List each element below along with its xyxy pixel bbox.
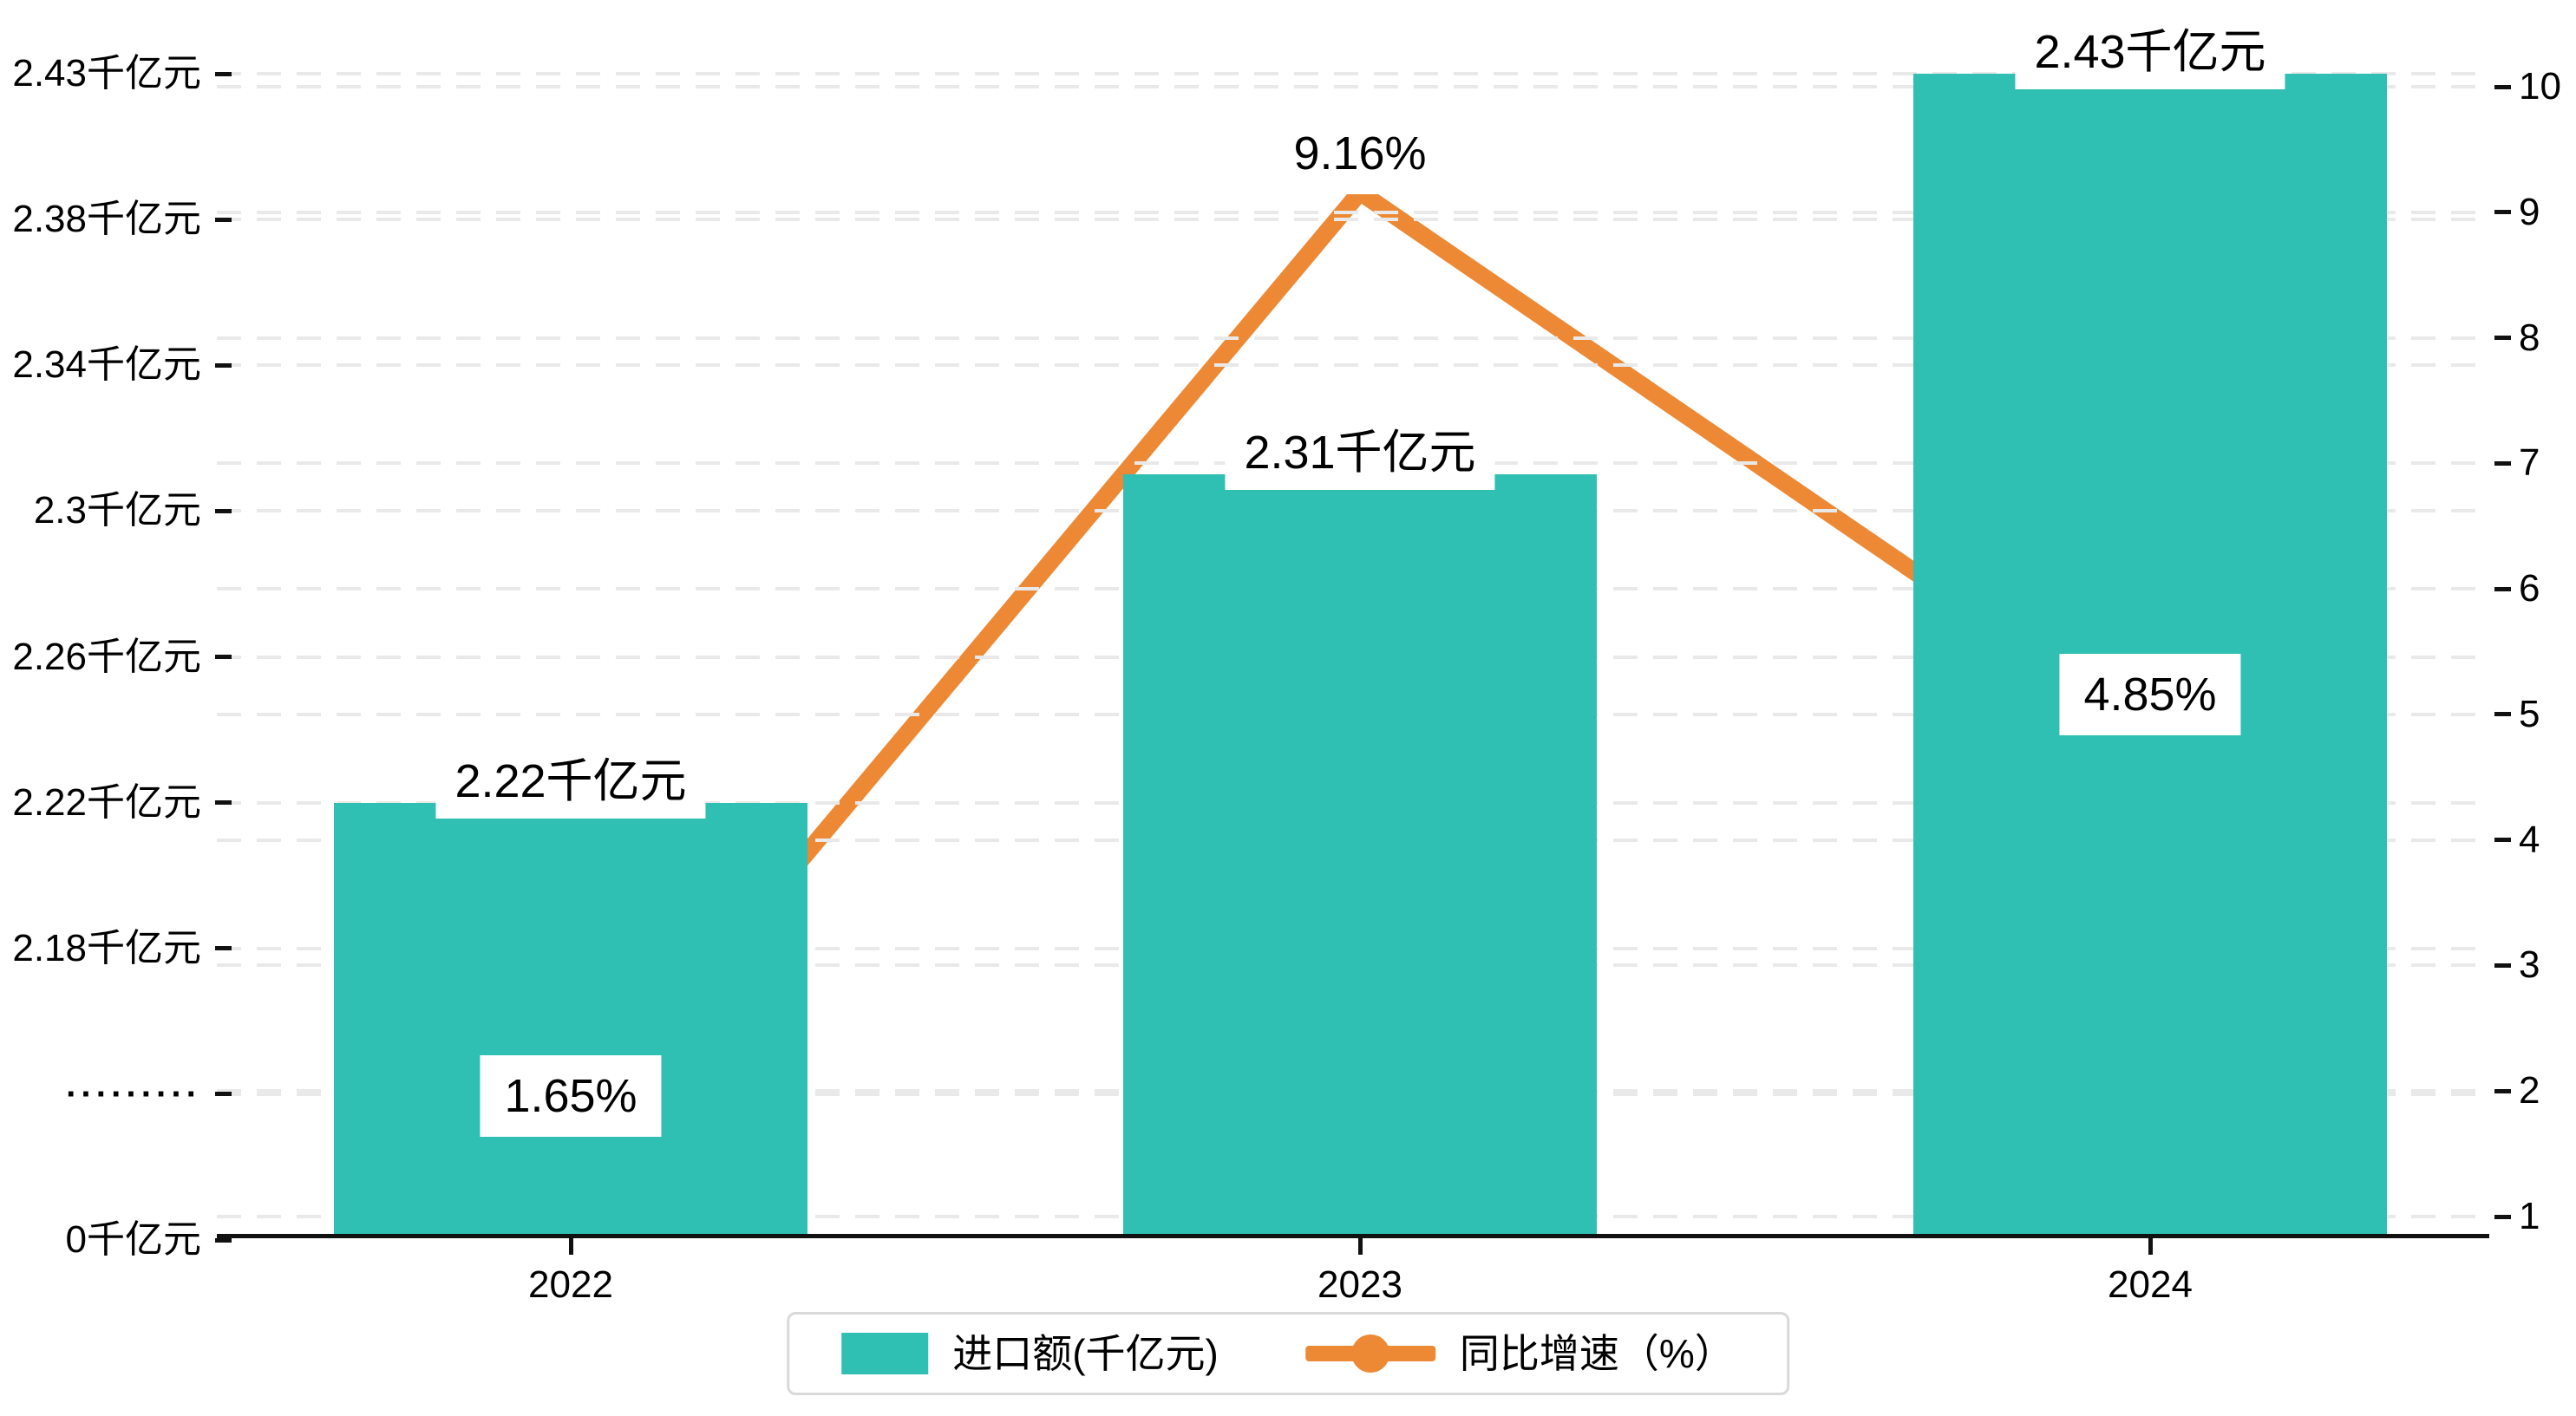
right-axis-tick-label-6: 4: [2519, 818, 2540, 861]
right-axis-tick-label-7: 3: [2519, 943, 2540, 987]
right-axis-tick-label-2: 8: [2519, 316, 2540, 359]
legend-label: 进口额(千亿元): [952, 1331, 1219, 1376]
left-axis-tick-label-0: 2.43千亿元: [12, 52, 201, 95]
right-axis-tick-label-4: 6: [2519, 567, 2540, 610]
right-axis-tick-3: [2494, 460, 2511, 466]
left-axis-tick-5: [215, 800, 232, 806]
right-axis-tick-8: [2494, 1088, 2511, 1093]
legend-item-imports[interactable]: 进口额(千亿元): [841, 1333, 1219, 1374]
x-axis-label-2024: 2024: [2108, 1263, 2193, 1306]
right-axis-tick-1: [2494, 210, 2511, 215]
growth-label-2023: 9.16%: [1269, 112, 1451, 194]
left-axis-tick-label-7: ·········: [66, 1074, 201, 1113]
right-axis-tick-label-1: 9: [2519, 190, 2540, 233]
gridline-right-1: [217, 210, 2489, 214]
right-axis-tick-label-8: 2: [2519, 1069, 2540, 1113]
right-axis-tick-label-0: 10: [2519, 65, 2561, 108]
left-axis-tick-label-3: 2.3千亿元: [33, 489, 201, 532]
x-axis-label-2022: 2022: [528, 1263, 613, 1306]
right-axis-tick-label-5: 5: [2519, 692, 2540, 735]
left-axis-tick-label-6: 2.18千亿元: [12, 926, 201, 969]
right-axis-tick-6: [2494, 838, 2511, 843]
gridline-left-0: [217, 72, 2489, 75]
gridline-right-2: [217, 336, 2489, 340]
right-axis-tick-9: [2494, 1214, 2511, 1219]
left-axis-tick-4: [215, 655, 232, 659]
x-tick-2023: [1358, 1236, 1363, 1255]
right-axis-tick-5: [2494, 712, 2511, 717]
right-axis-tick-0: [2494, 84, 2511, 89]
right-axis-tick-7: [2494, 962, 2511, 968]
bar-value-label-2022: 2.22千亿元: [435, 743, 706, 819]
left-axis-tick-label-4: 2.26千亿元: [12, 635, 201, 678]
left-axis-tick-label-5: 2.22千亿元: [12, 780, 201, 824]
right-axis-tick-label-3: 7: [2519, 441, 2540, 485]
legend-item-growth[interactable]: 同比增速（%）: [1304, 1331, 1735, 1376]
growth-label-2024: 4.85%: [2059, 653, 2241, 735]
x-tick-2022: [569, 1236, 573, 1255]
right-axis-tick-2: [2494, 336, 2511, 341]
bar-value-label-2024: 2.43千亿元: [2015, 15, 2285, 89]
bar-2022[interactable]: [334, 802, 807, 1236]
right-axis-tick-4: [2494, 586, 2511, 591]
left-axis-tick-7: [215, 1092, 232, 1097]
legend-bar-swatch-icon: [841, 1333, 929, 1374]
left-axis-tick-label-1: 2.38千亿元: [12, 198, 201, 241]
left-axis-tick-label-8: 0千亿元: [65, 1218, 201, 1261]
gridline-left-2: [217, 363, 2489, 368]
legend: 进口额(千亿元) 同比增速（%）: [787, 1312, 1789, 1395]
growth-label-2022: 1.65%: [480, 1054, 662, 1137]
right-axis-tick-label-9: 1: [2519, 1195, 2540, 1238]
x-axis-line: [217, 1234, 2489, 1238]
left-axis-tick-1: [215, 217, 232, 222]
left-axis-tick-3: [215, 508, 232, 513]
legend-line-dot-icon: [1304, 1333, 1435, 1374]
gridline-right-0: [217, 85, 2489, 88]
bar-value-label-2023: 2.31千亿元: [1225, 415, 1495, 491]
left-axis-tick-label-2: 2.34千亿元: [12, 343, 201, 387]
gridline-left-1: [217, 218, 2489, 222]
left-axis-tick-8: [215, 1237, 232, 1243]
bar-2023[interactable]: [1123, 474, 1597, 1236]
left-axis-tick-2: [215, 362, 232, 368]
x-tick-2024: [2148, 1236, 2153, 1255]
left-axis-tick-0: [215, 71, 232, 76]
legend-label: 同比增速（%）: [1459, 1331, 1735, 1376]
x-axis-label-2023: 2023: [1317, 1263, 1402, 1306]
left-axis-tick-6: [215, 946, 232, 951]
